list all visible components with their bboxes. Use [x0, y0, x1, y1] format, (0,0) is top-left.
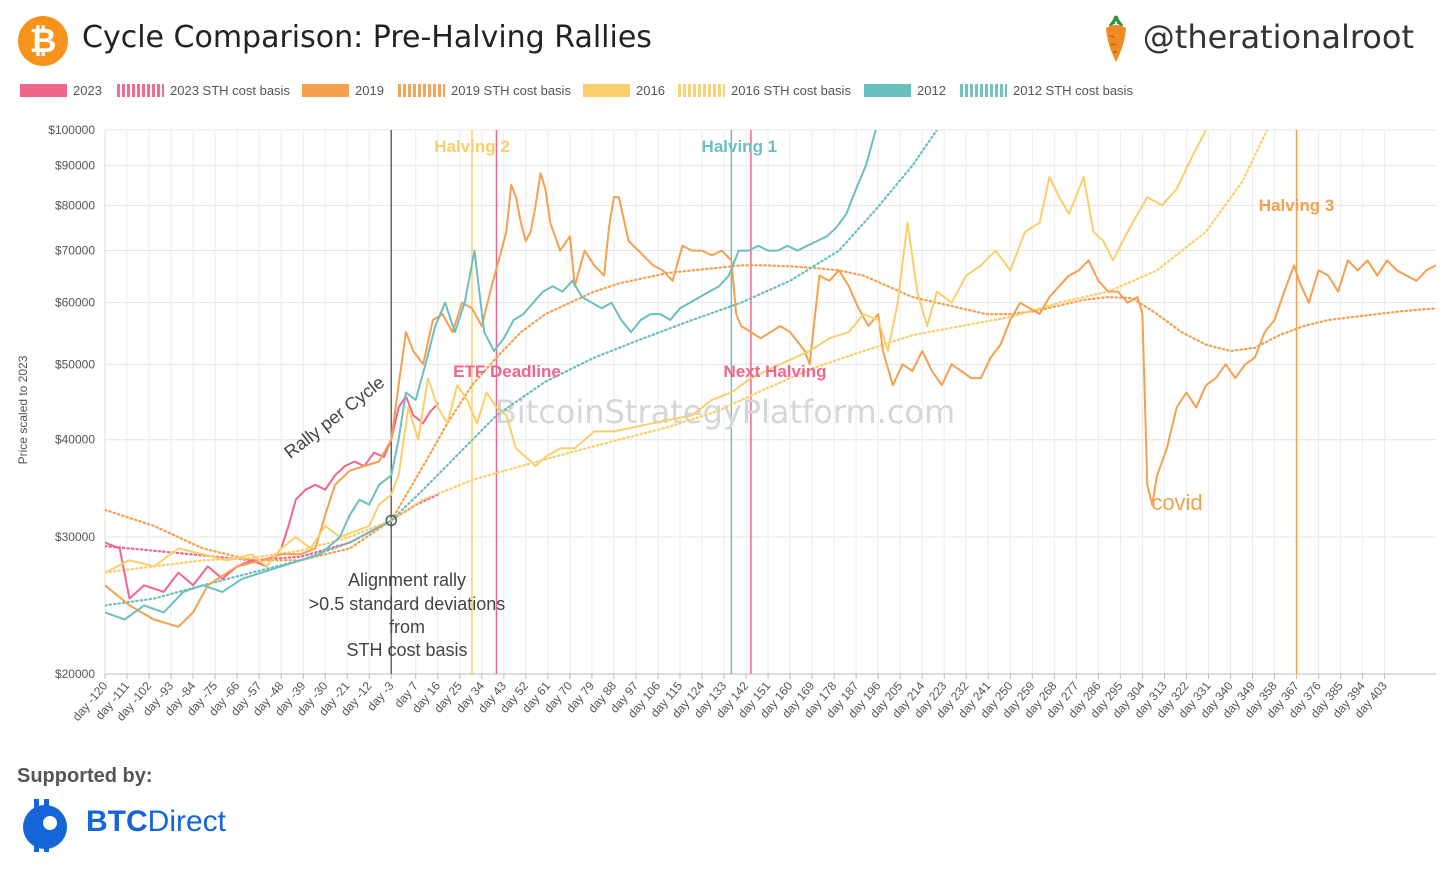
- next-halving-annotation: Next Halving: [724, 362, 827, 381]
- legend-item[interactable]: 2019 STH cost basis: [398, 80, 571, 100]
- y-tick-label: $80000: [55, 198, 95, 212]
- y-tick-label: $90000: [55, 159, 95, 173]
- legend-swatch: [583, 83, 630, 97]
- halving-2-label: Halving 2: [434, 137, 510, 156]
- legend-label: 2012: [917, 82, 946, 98]
- y-tick-label: $100000: [48, 123, 95, 137]
- chart-plot: $20000 $30000 $40000 $50000 $60000 $70000 $800…: [16, 123, 1436, 724]
- legend-label: 2016 STH cost basis: [731, 82, 851, 98]
- series-line-2019: [105, 172, 1436, 628]
- covid-annotation: covid: [1151, 490, 1202, 515]
- legend-item[interactable]: 2019: [302, 80, 384, 100]
- brand-handle: @therationalroot: [1142, 18, 1414, 56]
- halving-1-label: Halving 1: [702, 137, 778, 156]
- legend-swatch: [678, 83, 725, 97]
- series-line-2023: [105, 395, 439, 600]
- series-line-2016-sth-cost-basis: [105, 130, 1269, 574]
- y-tick-label: $70000: [55, 244, 95, 258]
- y-tick-label: $50000: [55, 357, 95, 371]
- alignment-rally-annotation-line: Alignment rally: [348, 570, 466, 590]
- legend-label: 2023 STH cost basis: [170, 82, 290, 98]
- alignment-rally-annotation-line: >0.5 standard deviations: [309, 594, 506, 614]
- btcdirect-logo-icon: [23, 799, 67, 852]
- legend-swatch: [302, 83, 349, 97]
- carrot-icon: [1106, 15, 1126, 62]
- alignment-rally-annotation-line: STH cost basis: [346, 640, 467, 660]
- sponsor-name: BTCDirect: [86, 805, 226, 839]
- y-tick-label: $40000: [55, 433, 95, 447]
- alignment-rally-annotation-line: from: [389, 617, 425, 637]
- legend-item[interactable]: 2023 STH cost basis: [117, 80, 290, 100]
- legend-item[interactable]: 2012: [864, 80, 946, 100]
- series-line-2023-sth-cost-basis: [105, 493, 439, 562]
- sponsor-name-bold: BTC: [86, 805, 148, 838]
- series-line-2012-sth-cost-basis: [105, 130, 938, 607]
- series-group: [105, 130, 1436, 628]
- series-line-2016: [105, 130, 1207, 574]
- legend-item[interactable]: 2012 STH cost basis: [960, 80, 1133, 100]
- sponsor-name-rest: Direct: [147, 805, 226, 838]
- y-axis-label: Price scaled to 2023: [16, 355, 30, 464]
- legend-label: 2012 STH cost basis: [1013, 82, 1133, 98]
- supported-by-label: Supported by:: [17, 765, 153, 787]
- y-tick-label: $60000: [55, 296, 95, 310]
- legend-label: 2016: [636, 82, 665, 98]
- legend-item[interactable]: 2016: [583, 80, 665, 100]
- halving-3-label: Halving 3: [1259, 196, 1335, 215]
- alignment-point-marker: [385, 514, 398, 527]
- rally-per-cycle-annotation: Rally per Cycle: [280, 372, 388, 462]
- legend-swatch: [20, 83, 67, 97]
- grid-lines: [104, 129, 1436, 679]
- legend-label: 2019 STH cost basis: [451, 82, 571, 98]
- watermark-text: BitcoinStrategyPlatform.com: [495, 393, 955, 431]
- legend-swatch: [864, 83, 911, 97]
- bitcoin-logo-icon: ₿: [18, 16, 68, 66]
- legend-label: 2023: [73, 82, 102, 98]
- legend-swatch: [398, 83, 445, 97]
- y-tick-label: $30000: [55, 530, 95, 544]
- legend-item[interactable]: 2023: [20, 80, 102, 100]
- series-line-2012: [105, 130, 877, 621]
- etf-deadline-annotation: ETF Deadline: [453, 362, 561, 381]
- legend-swatch: [117, 83, 164, 97]
- chart-title: Cycle Comparison: Pre-Halving Rallies: [82, 20, 652, 55]
- legend-item[interactable]: 2016 STH cost basis: [678, 80, 851, 100]
- header: ₿ Cycle Comparison: Pre-Halving Rallies …: [0, 0, 1456, 80]
- legend-swatch: [960, 83, 1007, 97]
- legend-label: 2019: [355, 82, 384, 98]
- y-tick-label: $20000: [55, 667, 95, 681]
